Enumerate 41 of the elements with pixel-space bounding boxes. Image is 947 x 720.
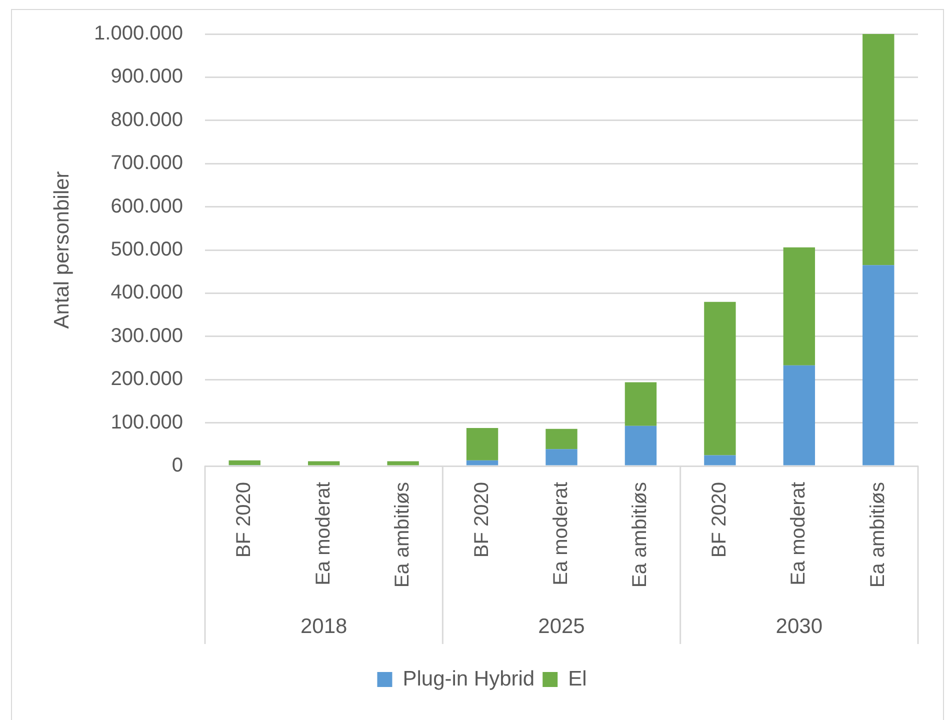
x-tick-label: Ea moderat (788, 482, 810, 586)
bar (783, 365, 816, 466)
y-tick-label: 700.000 (110, 152, 183, 174)
y-tick-label: 0 (172, 454, 183, 477)
x-tick-label: BF 2020 (233, 482, 256, 558)
x-tick-label: BF 2020 (470, 482, 493, 558)
bar (546, 449, 578, 466)
y-tick-label: 800.000 (110, 108, 183, 131)
y-tick-label: 200.000 (110, 368, 183, 390)
bar (546, 428, 578, 450)
bar (387, 461, 419, 466)
y-tick-label: 600.000 (110, 195, 183, 218)
legend-label: Plug-in Hybrid (402, 667, 535, 690)
bar (704, 302, 736, 456)
x-tick-label: Ea ambitiøs (866, 482, 889, 588)
bar (862, 34, 894, 266)
bar (228, 460, 260, 466)
x-tick-label: Ea ambitiøs (629, 482, 652, 588)
bar (466, 428, 498, 460)
y-tick-label: 500.000 (110, 238, 183, 261)
bar (704, 455, 736, 466)
y-tick-label: 100.000 (110, 411, 183, 434)
y-tick-label: 1.000.000 (94, 22, 183, 45)
text: 2030 (776, 614, 823, 638)
bar (466, 460, 498, 466)
bar (783, 247, 816, 366)
bar (862, 265, 894, 466)
x-tick-label: Ea ambitiøs (392, 482, 414, 588)
x-tick-label: Ea moderat (312, 482, 334, 586)
y-axis-title: Antal personbiler (50, 171, 74, 329)
x-tick-label: BF 2020 (708, 482, 730, 558)
bar (624, 382, 657, 426)
y-tick-label: 900.000 (110, 66, 183, 88)
legend-label: El (568, 667, 587, 690)
text: 2018 (300, 614, 348, 638)
x-tick-label: Ea moderat (550, 482, 572, 586)
y-tick-label: 300.000 (110, 324, 183, 347)
bar (624, 426, 657, 466)
bar (308, 461, 340, 466)
y-tick-label: 400.000 (110, 282, 183, 304)
text: 2025 (538, 614, 585, 638)
